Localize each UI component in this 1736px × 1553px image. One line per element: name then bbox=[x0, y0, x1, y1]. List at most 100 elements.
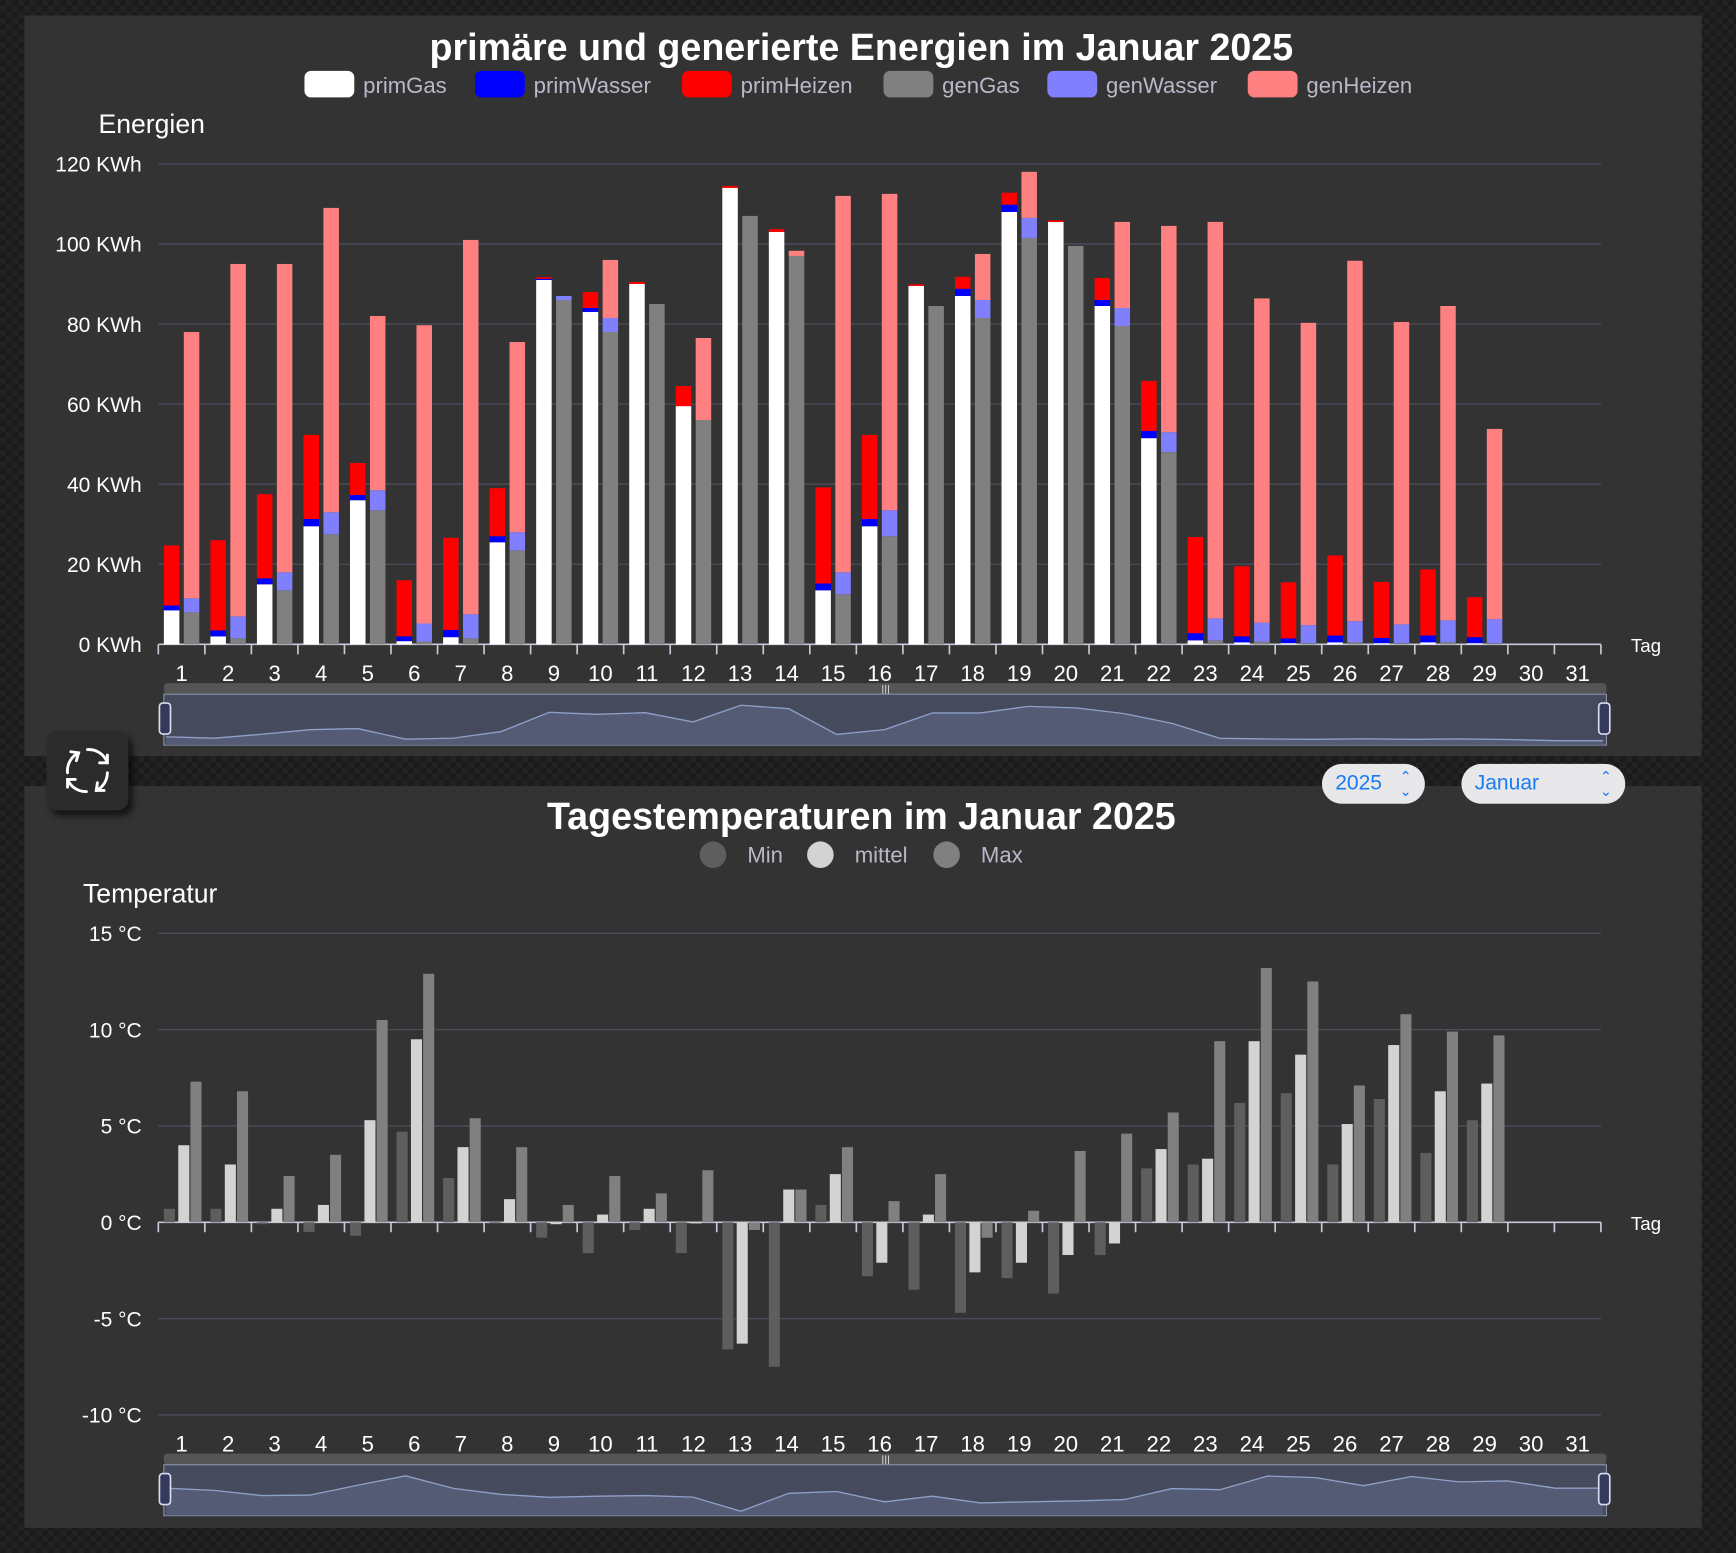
bar-primWasser[interactable] bbox=[582, 308, 599, 313]
bar-primWasser[interactable] bbox=[1094, 299, 1111, 307]
bar-primGas[interactable] bbox=[256, 584, 273, 645]
bar-primWasser[interactable] bbox=[489, 536, 506, 543]
bar-primWasser[interactable] bbox=[163, 605, 180, 611]
legend-swatch-primWasser[interactable] bbox=[474, 70, 525, 98]
bar-genGas[interactable] bbox=[463, 638, 479, 645]
bar-genGas[interactable] bbox=[416, 641, 432, 645]
bar-genWasser[interactable] bbox=[230, 616, 246, 639]
bar-primWasser[interactable] bbox=[396, 636, 413, 642]
bar-primWasser[interactable] bbox=[350, 495, 366, 501]
bar-primGas[interactable] bbox=[489, 542, 506, 645]
bar-genGas[interactable] bbox=[881, 536, 898, 645]
bar-genGas[interactable] bbox=[556, 299, 572, 645]
legend-swatch-genWasser[interactable] bbox=[1047, 70, 1098, 98]
bar-primWasser[interactable] bbox=[1466, 637, 1483, 644]
bar-genHeizen[interactable] bbox=[695, 338, 712, 421]
bar-primWasser[interactable] bbox=[303, 519, 319, 527]
year-select[interactable]: 2025 ⌃ ⌄ bbox=[1321, 763, 1425, 804]
bar-primGas[interactable] bbox=[1094, 306, 1111, 645]
bar-primGas[interactable] bbox=[582, 312, 599, 645]
bar-genGas[interactable] bbox=[1021, 237, 1037, 645]
bar-primGas[interactable] bbox=[1280, 643, 1297, 645]
bar-primHeizen[interactable] bbox=[536, 277, 552, 279]
legend-swatch-primHeizen[interactable] bbox=[681, 70, 732, 98]
bar-primHeizen[interactable] bbox=[443, 537, 459, 630]
bar-primGas[interactable] bbox=[1234, 642, 1250, 645]
bar-genHeizen[interactable] bbox=[974, 253, 991, 300]
bar-genHeizen[interactable] bbox=[1254, 298, 1270, 623]
bar-genGas[interactable] bbox=[276, 590, 293, 645]
bar-primWasser[interactable] bbox=[210, 630, 226, 637]
bar-primGas[interactable] bbox=[163, 610, 180, 645]
bar-primGas[interactable] bbox=[768, 231, 785, 645]
bar-primHeizen[interactable] bbox=[1420, 569, 1436, 636]
bar-genHeizen[interactable] bbox=[881, 193, 898, 511]
bar-primHeizen[interactable] bbox=[675, 386, 692, 407]
bar-primGas[interactable] bbox=[1001, 211, 1018, 645]
bar-primHeizen[interactable] bbox=[350, 462, 366, 496]
bar-primGas[interactable] bbox=[1373, 643, 1390, 645]
bar-primWasser[interactable] bbox=[861, 519, 878, 527]
legend-swatch-primGas[interactable] bbox=[304, 70, 355, 98]
bar-primGas[interactable] bbox=[954, 295, 971, 645]
bar-primHeizen[interactable] bbox=[1141, 380, 1157, 431]
bar-genHeizen[interactable] bbox=[276, 263, 293, 573]
bar-genHeizen[interactable] bbox=[1347, 260, 1363, 622]
bar-genGas[interactable] bbox=[183, 612, 200, 645]
bar-genGas[interactable] bbox=[369, 510, 386, 645]
bar-primHeizen[interactable] bbox=[629, 281, 645, 284]
bar-genWasser[interactable] bbox=[1021, 217, 1037, 238]
bar-genWasser[interactable] bbox=[1161, 432, 1177, 453]
bar-primHeizen[interactable] bbox=[303, 434, 319, 520]
bar-genGas[interactable] bbox=[788, 255, 805, 645]
bar-primHeizen[interactable] bbox=[163, 545, 180, 606]
bar-primHeizen[interactable] bbox=[815, 487, 831, 584]
bar-primHeizen[interactable] bbox=[396, 580, 413, 637]
bar-primWasser[interactable] bbox=[443, 629, 459, 638]
bar-primWasser[interactable] bbox=[1001, 204, 1018, 212]
bar-genHeizen[interactable] bbox=[1021, 171, 1037, 218]
bar-genHeizen[interactable] bbox=[323, 207, 339, 513]
bar-genWasser[interactable] bbox=[1393, 624, 1410, 644]
bar-primGas[interactable] bbox=[1327, 642, 1343, 645]
legend-swatch-genGas[interactable] bbox=[883, 70, 934, 98]
bar-genGas[interactable] bbox=[1161, 452, 1177, 645]
bar-genGas[interactable] bbox=[230, 638, 246, 645]
bar-primHeizen[interactable] bbox=[1187, 537, 1204, 634]
bar-primHeizen[interactable] bbox=[1001, 192, 1018, 205]
bar-genHeizen[interactable] bbox=[183, 332, 200, 599]
bar-primGas[interactable] bbox=[210, 636, 226, 645]
bar-primGas[interactable] bbox=[629, 283, 645, 645]
bar-primGas[interactable] bbox=[1187, 640, 1204, 645]
bar-genHeizen[interactable] bbox=[509, 342, 526, 533]
bar-primGas[interactable] bbox=[675, 406, 692, 645]
bar-genWasser[interactable] bbox=[369, 490, 386, 511]
bar-genGas[interactable] bbox=[974, 318, 991, 645]
bar-genGas[interactable] bbox=[323, 534, 339, 645]
bar-genWasser[interactable] bbox=[323, 512, 339, 535]
bar-genWasser[interactable] bbox=[1207, 618, 1224, 641]
bar-genWasser[interactable] bbox=[463, 614, 479, 639]
bar-genWasser[interactable] bbox=[974, 299, 991, 319]
bar-primHeizen[interactable] bbox=[1280, 582, 1297, 639]
bar-genHeizen[interactable] bbox=[1440, 306, 1456, 621]
bar-primHeizen[interactable] bbox=[1094, 277, 1111, 300]
bar-primGas[interactable] bbox=[396, 641, 413, 645]
bar-genGas[interactable] bbox=[742, 215, 758, 645]
bar-genHeizen[interactable] bbox=[1486, 428, 1503, 620]
energy-navigator-scrollbar[interactable] bbox=[163, 683, 1607, 695]
legend-label-genHeizen[interactable]: genHeizen bbox=[1306, 73, 1412, 98]
bar-primGas[interactable] bbox=[350, 500, 366, 645]
bar-primWasser[interactable] bbox=[536, 278, 552, 280]
bar-genHeizen[interactable] bbox=[602, 259, 619, 319]
bar-genWasser[interactable] bbox=[1347, 621, 1363, 643]
bar-primGas[interactable] bbox=[1048, 221, 1064, 645]
bar-genHeizen[interactable] bbox=[835, 195, 851, 573]
bar-genHeizen[interactable] bbox=[416, 325, 432, 624]
bar-primWasser[interactable] bbox=[954, 288, 971, 296]
bar-genWasser[interactable] bbox=[1486, 619, 1503, 644]
bar-genHeizen[interactable] bbox=[1393, 322, 1410, 625]
bar-primGas[interactable] bbox=[815, 590, 831, 645]
bar-primGas[interactable] bbox=[1466, 643, 1483, 645]
bar-primWasser[interactable] bbox=[815, 583, 831, 591]
